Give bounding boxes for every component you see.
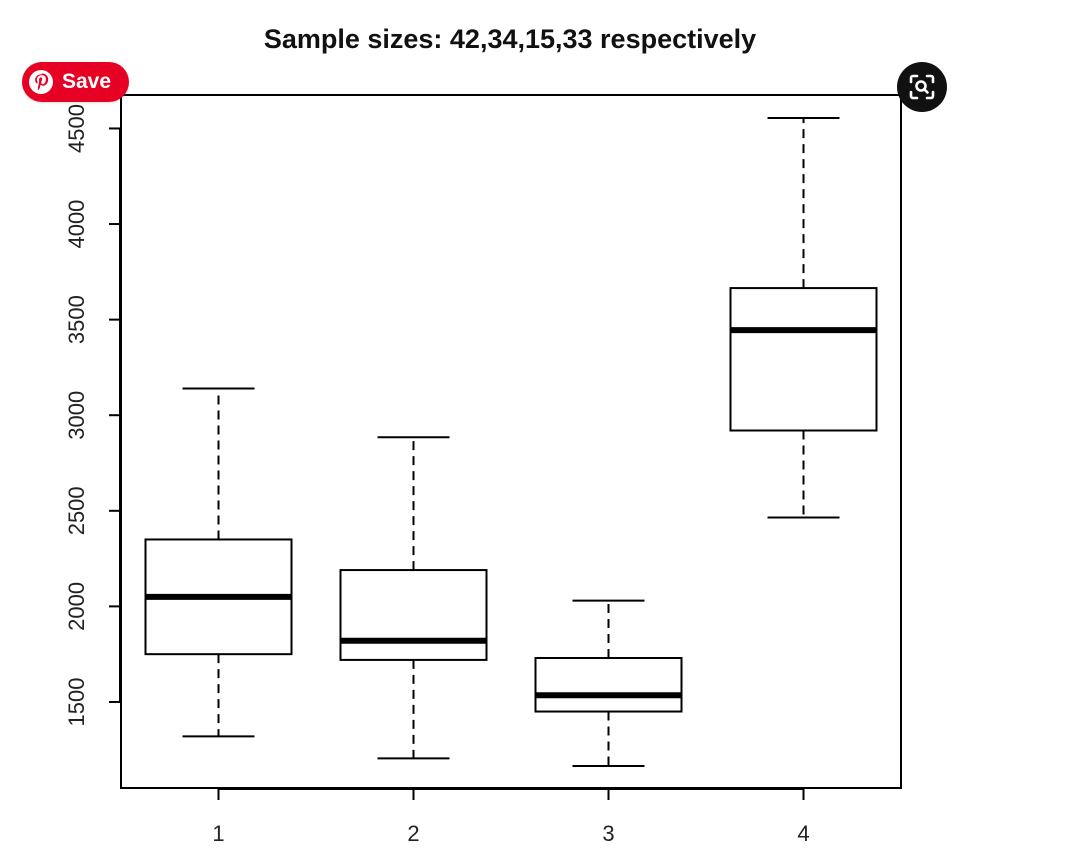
save-button[interactable]: Save: [22, 62, 130, 102]
visual-search-icon: [909, 74, 935, 100]
y-tick-label-4000: 4000: [64, 200, 89, 249]
y-tick-label-2000: 2000: [64, 582, 89, 631]
x-axis: 1 2 3 4: [212, 788, 810, 846]
y-tick-label-2500: 2500: [64, 486, 89, 535]
y-axis: 1500 2000 2500 3000 3500 4000 4500: [64, 104, 121, 726]
y-tick-label-3500: 3500: [64, 295, 89, 344]
save-label: Save: [62, 70, 112, 93]
visual-search-button[interactable]: [897, 62, 947, 112]
plot-frame: [120, 94, 902, 789]
x-tick-label-4: 4: [797, 821, 809, 846]
y-tick-label-4500: 4500: [64, 104, 89, 153]
pinterest-icon: [29, 70, 53, 94]
box-3: [534, 599, 683, 768]
iqr-box-3: [534, 657, 683, 713]
box-2: [339, 436, 488, 760]
chart-title: Sample sizes: 42,34,15,33 respectively: [264, 24, 756, 54]
boxes-group: [144, 116, 878, 768]
iqr-box-4: [729, 287, 878, 432]
x-tick-label-3: 3: [602, 821, 614, 846]
y-tick-label-3000: 3000: [64, 391, 89, 440]
iqr-box-2: [339, 569, 488, 661]
box-4: [729, 116, 878, 519]
y-tick-label-1500: 1500: [64, 677, 89, 726]
x-tick-label-1: 1: [212, 821, 224, 846]
x-tick-label-2: 2: [407, 821, 419, 846]
box-1: [144, 387, 293, 738]
